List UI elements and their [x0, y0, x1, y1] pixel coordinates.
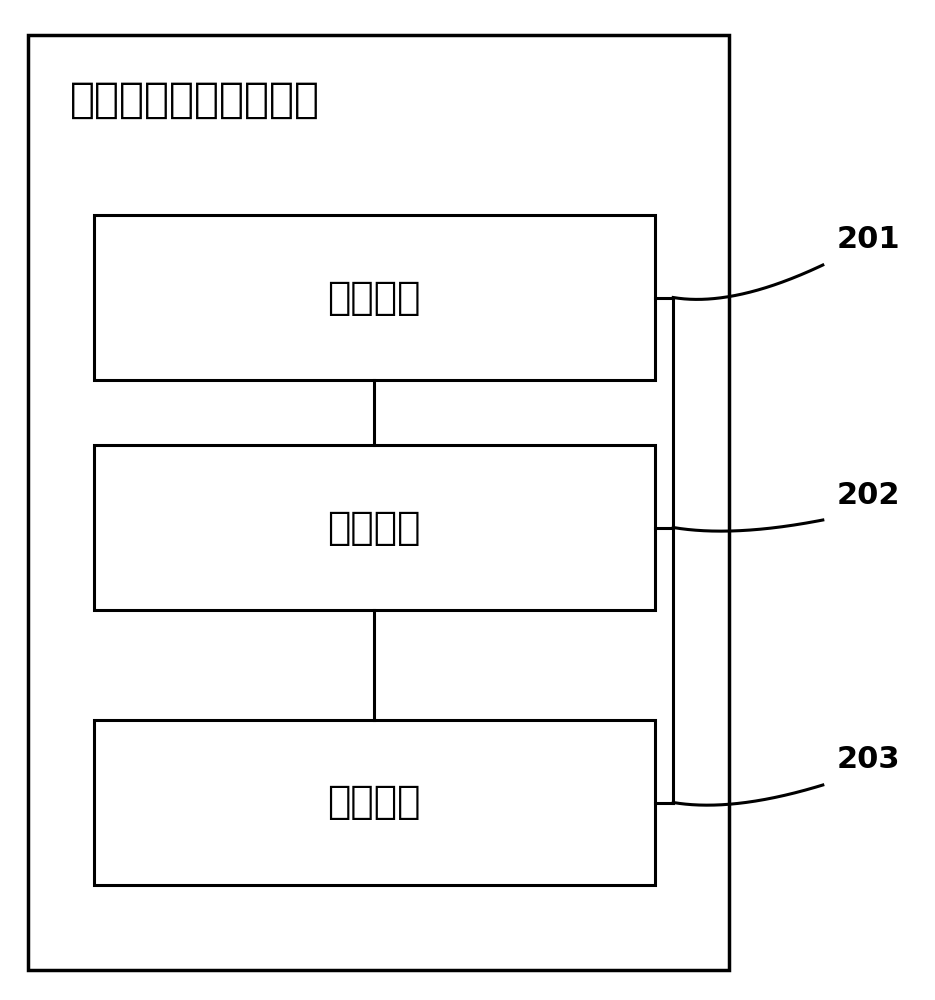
Bar — [94, 215, 654, 380]
Bar — [94, 445, 654, 610]
Text: 记录模块: 记录模块 — [327, 278, 421, 316]
Bar — [94, 720, 654, 885]
Text: 构建模块: 构建模块 — [327, 784, 421, 822]
Text: 确定模块: 确定模块 — [327, 508, 421, 546]
Text: 201: 201 — [837, 226, 900, 254]
Bar — [28, 35, 729, 970]
Text: 202: 202 — [837, 481, 900, 510]
Text: 光纤陀螺温度补偿装置: 光纤陀螺温度补偿装置 — [70, 79, 320, 121]
Text: 203: 203 — [837, 746, 900, 774]
